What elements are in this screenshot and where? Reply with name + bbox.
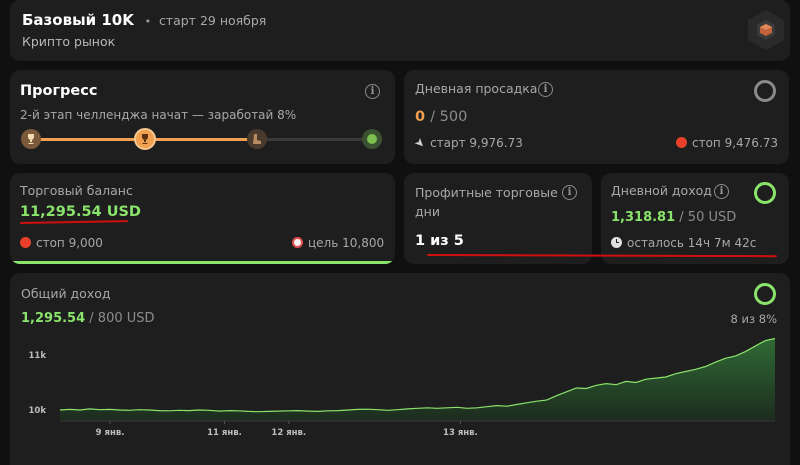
clock-icon <box>611 237 622 248</box>
stop-dot-icon <box>20 237 31 248</box>
daily-income-remaining: осталось 14ч 7м 42с <box>627 236 757 250</box>
profit-days-value: 1 из 5 <box>415 233 464 249</box>
total-income-title: Общий доход <box>21 286 111 301</box>
x-tick-label: 12 янв. <box>271 428 306 438</box>
total-income-status-ring <box>754 283 776 305</box>
balance-stop: стоп 9,000 <box>36 236 103 250</box>
profitable-days-card: Профитные торговые дни i 1 из 5 <box>404 173 592 264</box>
stop-dot-icon <box>676 137 687 148</box>
chart-area <box>60 338 775 421</box>
progress-subtitle: 2-й этап челленджа начат — заработай 8% <box>20 108 297 122</box>
daily-income-title: Дневной доход <box>611 183 712 198</box>
drawdown-start: старт 9,976.73 <box>430 136 523 150</box>
total-income-percent: 8 из 8% <box>730 312 777 326</box>
balance-progress-bar <box>10 261 395 264</box>
progress-title: Прогресс <box>20 83 98 99</box>
drawdown-info-icon[interactable]: i <box>538 82 553 97</box>
balance-value: 11,295.54 USD <box>20 204 141 220</box>
balance-title: Торговый баланс <box>20 183 133 198</box>
stage-1-trophy-icon <box>21 129 41 149</box>
profit-days-title: Профитные торговые дни <box>415 185 558 219</box>
chart-line <box>59 337 776 413</box>
y-tick-label: 10k <box>29 406 47 416</box>
start-date: старт 29 ноября <box>158 13 267 28</box>
market-label: Крипто рынок <box>22 34 116 49</box>
x-tick-label: 13 янв. <box>443 428 478 438</box>
daily-income-current: 1,318.81 <box>611 210 676 225</box>
profit-days-info-icon[interactable]: i <box>562 185 577 200</box>
x-tick-label: 11 янв. <box>207 428 242 438</box>
daily-income-info-icon[interactable]: i <box>714 184 729 199</box>
total-income-current: 1,295.54 <box>21 311 86 326</box>
daily-income-card: Дневной доход i 1,318.81 / 50 USD остало… <box>601 173 789 264</box>
progress-info-icon[interactable]: i <box>365 84 380 99</box>
drawdown-current: 0 <box>415 109 426 125</box>
target-icon <box>292 237 303 248</box>
y-tick-label: 11k <box>29 351 47 361</box>
progress-card: Прогресс i 2-й этап челленджа начат — за… <box>10 70 395 164</box>
drawdown-title: Дневная просадка <box>415 81 538 96</box>
separator-dot: • <box>144 15 152 28</box>
stage-4-done-icon <box>362 129 382 149</box>
stage-3-boot-icon <box>247 129 267 149</box>
daily-drawdown-card: Дневная просадка i 0 / 500 ➤ старт 9,976.… <box>404 70 789 164</box>
total-income-chart: 11k 10k 9 янв. 11 янв. 12 янв. 13 янв. <box>29 337 776 438</box>
daily-income-status-ring <box>754 182 776 204</box>
drawdown-limit: / 500 <box>430 109 468 125</box>
total-income-card: Общий доход 1,295.54 / 800 USD 8 из 8% 1… <box>10 273 790 465</box>
challenge-badge-icon <box>742 6 790 54</box>
drawdown-status-ring <box>754 80 776 102</box>
total-income-target: / 800 USD <box>89 311 155 326</box>
x-tick-label: 9 янв. <box>96 428 125 438</box>
rocket-icon: ➤ <box>411 134 429 152</box>
drawdown-stop: стоп 9,476.73 <box>692 136 779 150</box>
challenge-header: Базовый 10K • старт 29 ноября Крипто рын… <box>10 0 790 61</box>
balance-target: цель 10,800 <box>308 236 385 250</box>
trading-balance-card: Торговый баланс 11,295.54 USD стоп 9,000… <box>10 173 395 264</box>
progress-track <box>30 138 375 141</box>
stage-2-trophy-icon <box>134 128 156 150</box>
challenge-title: Базовый 10K <box>22 11 134 29</box>
daily-income-target: / 50 USD <box>679 210 737 225</box>
